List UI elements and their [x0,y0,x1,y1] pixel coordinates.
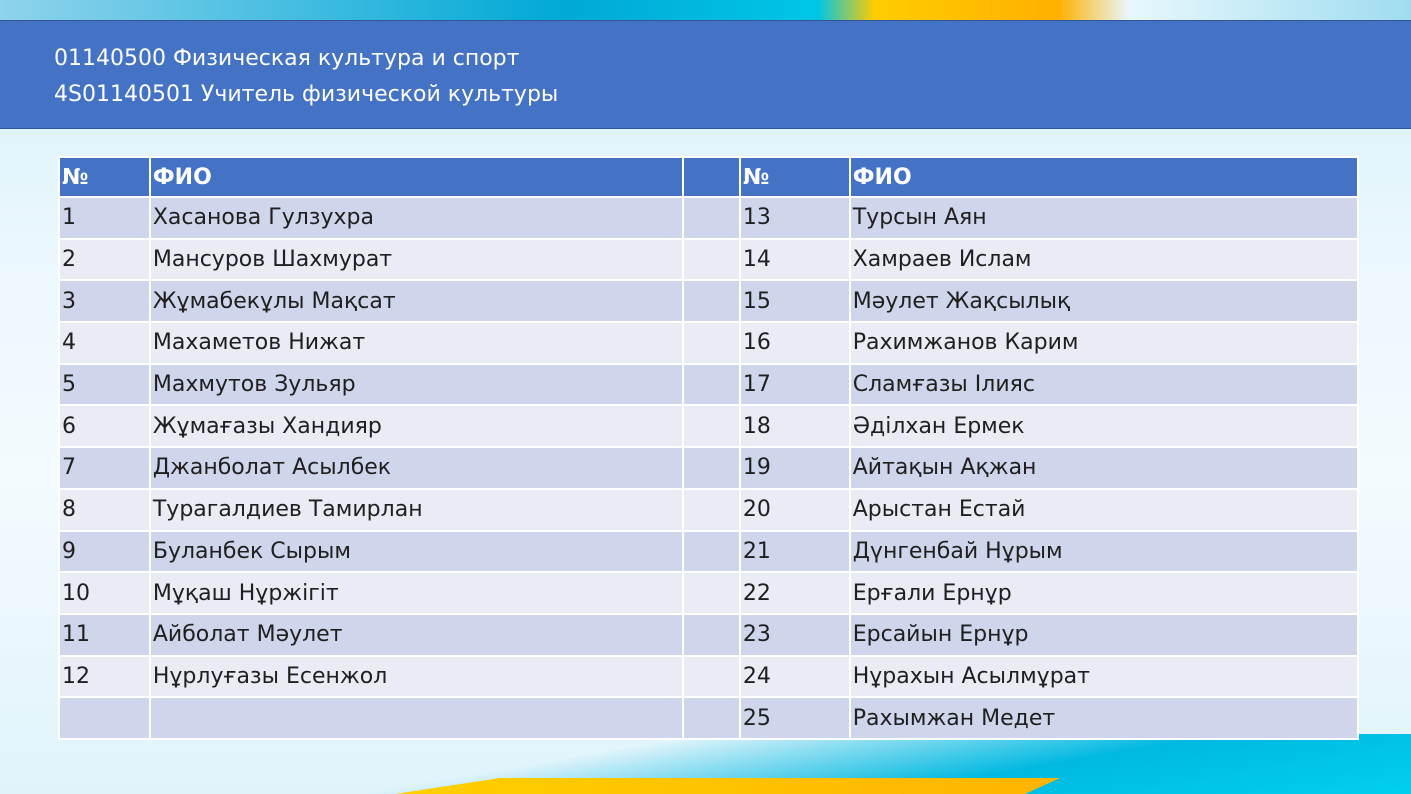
student-name-right: Әділхан Ермек [848,404,1360,449]
row-number-right: 16 [738,321,851,365]
student-name-left: Жұмағазы Хандияр [148,404,685,449]
row-number-left: 4 [58,321,151,365]
student-name-right: Айтақын Ақжан [848,446,1360,490]
table-row: 6 Жұмағазы Хандияр 18 Әділхан Ермек [58,404,1360,449]
row-number-left: 5 [58,362,151,407]
spacer-cell [682,321,741,365]
row-number-left: 3 [58,279,151,324]
student-name-left: Хасанова Гулзухра [148,196,685,240]
spacer-cell [682,654,741,699]
table-row: 1 Хасанова Гулзухра 13 Турсын Аян [58,196,1360,240]
student-name-right: Турсын Аян [848,196,1360,240]
student-name-right: Ерғали Ернұр [848,571,1360,615]
student-name-left: Нұрлуғазы Есенжол [148,654,685,699]
spacer-cell [682,446,741,490]
row-number-right: 24 [738,654,851,699]
row-number-right: 21 [738,529,851,574]
spacer-cell [682,571,741,615]
student-name-right: Арыстан Естай [848,487,1360,532]
table-row: 8 Турагалдиев Тамирлан 20 Арыстан Естай [58,487,1360,532]
row-number-right: 25 [738,696,851,740]
row-number-left [58,696,151,740]
table-row: 25 Рахымжан Медет [58,696,1360,740]
table-header-row: № ФИО № ФИО [58,156,1360,198]
row-number-left: 1 [58,196,151,240]
header-num-right: № [738,156,851,198]
student-name-right: Нұрахын Асылмұрат [848,654,1360,699]
table-row: 2 Мансуров Шахмурат 14 Хамраев Ислам [58,237,1360,282]
student-name-right: Дүнгенбай Нұрым [848,529,1360,574]
header-name-right: ФИО [848,156,1360,198]
student-name-left: Мұқаш Нұржігіт [148,571,685,615]
row-number-right: 13 [738,196,851,240]
row-number-right: 22 [738,571,851,615]
student-name-left: Махаметов Нижат [148,321,685,365]
table-row: 12 Нұрлуғазы Есенжол 24 Нұрахын Асылмұрат [58,654,1360,699]
header-num-left: № [58,156,151,198]
specialty-line: 01140500 Физическая культура и спорт [54,46,520,71]
row-number-left: 2 [58,237,151,282]
table-row: 5 Махмутов Зульяр 17 Сламғазы Ілияс [58,362,1360,407]
student-table: № ФИО № ФИО 1 Хасанова Гулзухра 13 Турсын А… [58,156,1360,740]
student-name-left: Буланбек Сырым [148,529,685,574]
slide-title: 01140500 Физическая культура и спорт 4S0… [0,20,1411,129]
header-spacer [682,156,741,198]
spacer-cell [682,404,741,449]
row-number-left: 9 [58,529,151,574]
spacer-cell [682,237,741,282]
student-name-right: Рахымжан Медет [848,696,1360,740]
student-name-right: Ерсайын Ернұр [848,612,1360,657]
row-number-right: 18 [738,404,851,449]
qualification-line: 4S01140501 Учитель физической культуры [54,82,559,107]
spacer-cell [682,362,741,407]
header-name-left: ФИО [148,156,685,198]
decorative-top-banner [0,0,1411,20]
spacer-cell [682,487,741,532]
table-row: 10 Мұқаш Нұржігіт 22 Ерғали Ернұр [58,571,1360,615]
student-name-right: Мәулет Жақсылық [848,279,1360,324]
table-row: 3 Жұмабекұлы Мақсат 15 Мәулет Жақсылық [58,279,1360,324]
row-number-right: 14 [738,237,851,282]
decorative-bottom-stripe [395,778,1060,794]
table-row: 7 Джанболат Асылбек 19 Айтақын Ақжан [58,446,1360,490]
row-number-right: 17 [738,362,851,407]
spacer-cell [682,612,741,657]
spacer-cell [682,696,741,740]
student-name-right: Хамраев Ислам [848,237,1360,282]
student-name-left: Жұмабекұлы Мақсат [148,279,685,324]
row-number-right: 20 [738,487,851,532]
student-name-left: Мансуров Шахмурат [148,237,685,282]
row-number-left: 8 [58,487,151,532]
row-number-right: 23 [738,612,851,657]
student-name-left: Махмутов Зульяр [148,362,685,407]
table-row: 11 Айболат Мәулет 23 Ерсайын Ернұр [58,612,1360,657]
student-name-right: Рахимжанов Карим [848,321,1360,365]
student-name-left: Джанболат Асылбек [148,446,685,490]
row-number-left: 6 [58,404,151,449]
spacer-cell [682,279,741,324]
row-number-right: 19 [738,446,851,490]
spacer-cell [682,529,741,574]
student-name-left [148,696,685,740]
row-number-left: 10 [58,571,151,615]
student-name-left: Айболат Мәулет [148,612,685,657]
student-name-right: Сламғазы Ілияс [848,362,1360,407]
table-row: 4 Махаметов Нижат 16 Рахимжанов Карим [58,321,1360,365]
row-number-left: 11 [58,612,151,657]
spacer-cell [682,196,741,240]
student-name-left: Турагалдиев Тамирлан [148,487,685,532]
table-row: 9 Буланбек Сырым 21 Дүнгенбай Нұрым [58,529,1360,574]
row-number-left: 7 [58,446,151,490]
row-number-left: 12 [58,654,151,699]
row-number-right: 15 [738,279,851,324]
